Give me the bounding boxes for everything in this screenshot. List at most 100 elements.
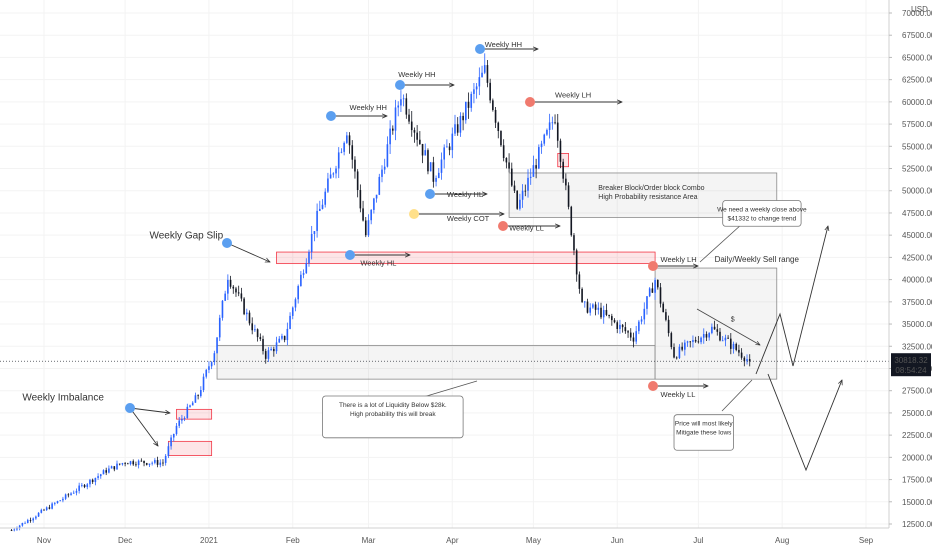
candle-down <box>229 279 232 287</box>
price-tick-label: 37500.00 <box>902 298 932 307</box>
candle-up <box>94 477 97 483</box>
candle-up <box>337 152 340 169</box>
candle-up <box>121 463 124 465</box>
candle-down <box>237 292 240 294</box>
candle-up <box>424 150 427 156</box>
candle-down <box>432 162 435 182</box>
candle-up <box>70 493 72 495</box>
candle-up <box>327 178 329 192</box>
candle-up <box>183 418 186 419</box>
price-axis[interactable]: 12500.00 15000.00 17500.00 20000.00 22500.00… <box>889 9 932 529</box>
candle-up <box>532 165 535 177</box>
candle-up <box>465 101 467 121</box>
price-tick-label: 52500.00 <box>902 165 932 174</box>
candle-down <box>651 288 654 293</box>
weekly-cot-dot <box>409 209 419 219</box>
weekly-hh-dot-2 <box>395 80 405 90</box>
candle-up <box>316 210 318 232</box>
candle-up <box>451 133 454 151</box>
candle-up <box>483 65 486 73</box>
candle-up <box>684 342 686 350</box>
callout-text: There is a lot of Liquidity Below $28k. <box>339 402 447 409</box>
candle-up <box>332 173 335 175</box>
candle-up <box>454 124 456 134</box>
candle-up <box>37 512 40 517</box>
candle-down <box>556 122 559 141</box>
candle-down <box>156 460 159 465</box>
candle-down <box>627 331 629 333</box>
candle-up <box>172 433 175 438</box>
callout-leader-2 <box>419 380 478 399</box>
candle-down <box>594 304 597 310</box>
candle-up <box>291 307 294 316</box>
callout-box <box>722 200 802 227</box>
candle-up <box>440 159 443 173</box>
candle-down <box>83 484 86 488</box>
candle-up <box>589 307 592 313</box>
candle-down <box>456 124 459 133</box>
candle-up <box>294 299 297 308</box>
time-axis[interactable]: Nov Dec 2021 Feb Mar Apr May Jun Jul Aug Sep <box>37 536 874 545</box>
annotation-label: Weekly HL <box>447 190 483 199</box>
candle-up <box>654 279 656 293</box>
candle-down <box>659 287 662 304</box>
candle-up <box>394 107 397 131</box>
gap-slip-arrow <box>226 242 270 263</box>
callout-text: We need a weekly close above <box>717 207 807 214</box>
candle-down <box>573 235 575 251</box>
candle-down <box>113 466 116 470</box>
current-price-value: 30818.32 <box>894 356 928 365</box>
candle-up <box>170 437 172 447</box>
candle-up <box>108 468 110 473</box>
candle-down <box>462 115 464 121</box>
candle-down <box>705 334 708 338</box>
candle-up <box>475 86 478 90</box>
candle-down <box>448 146 451 151</box>
annotation-label: Weekly HH <box>350 103 387 112</box>
candle-down <box>413 130 416 133</box>
candle-down <box>575 250 578 275</box>
candle-up <box>543 134 546 144</box>
candle-up <box>367 220 370 236</box>
candle-up <box>221 300 224 318</box>
candle-up <box>548 122 551 130</box>
candle-down <box>235 288 237 293</box>
candle-down <box>421 144 424 156</box>
candle-up <box>159 462 162 465</box>
candle-down <box>127 463 129 465</box>
candle-up <box>254 329 256 331</box>
candle-down <box>29 519 32 521</box>
candle-down <box>162 462 164 464</box>
candle-up <box>281 335 283 339</box>
candle-up <box>208 366 210 370</box>
candle-up <box>267 350 270 359</box>
candle-down <box>586 301 589 313</box>
candle-up <box>646 296 648 309</box>
candle-down <box>562 161 564 179</box>
candle-up <box>213 353 216 363</box>
candle-up <box>164 455 167 463</box>
candle-down <box>410 121 413 131</box>
candle-up <box>21 522 24 526</box>
candle-down <box>351 145 354 160</box>
price-tick-label: 67500.00 <box>902 31 932 40</box>
candle-up <box>310 234 313 253</box>
candle-up <box>278 338 281 343</box>
time-tick-label: 2021 <box>200 536 218 545</box>
candle-up <box>186 406 189 419</box>
candle-up <box>224 293 226 301</box>
candle-up <box>592 304 594 308</box>
candle-up <box>181 418 183 421</box>
candle-up <box>373 198 375 210</box>
candle-down <box>743 357 746 362</box>
candle-up <box>116 463 118 470</box>
annotation-label: Weekly LL <box>509 224 544 233</box>
weekly-lh-dot-2 <box>648 261 658 271</box>
candle-down <box>662 303 665 313</box>
candle-up <box>129 461 132 465</box>
candle-down <box>264 351 267 359</box>
candle-down <box>567 185 570 207</box>
candle-down <box>570 206 573 236</box>
candle-up <box>99 474 102 477</box>
